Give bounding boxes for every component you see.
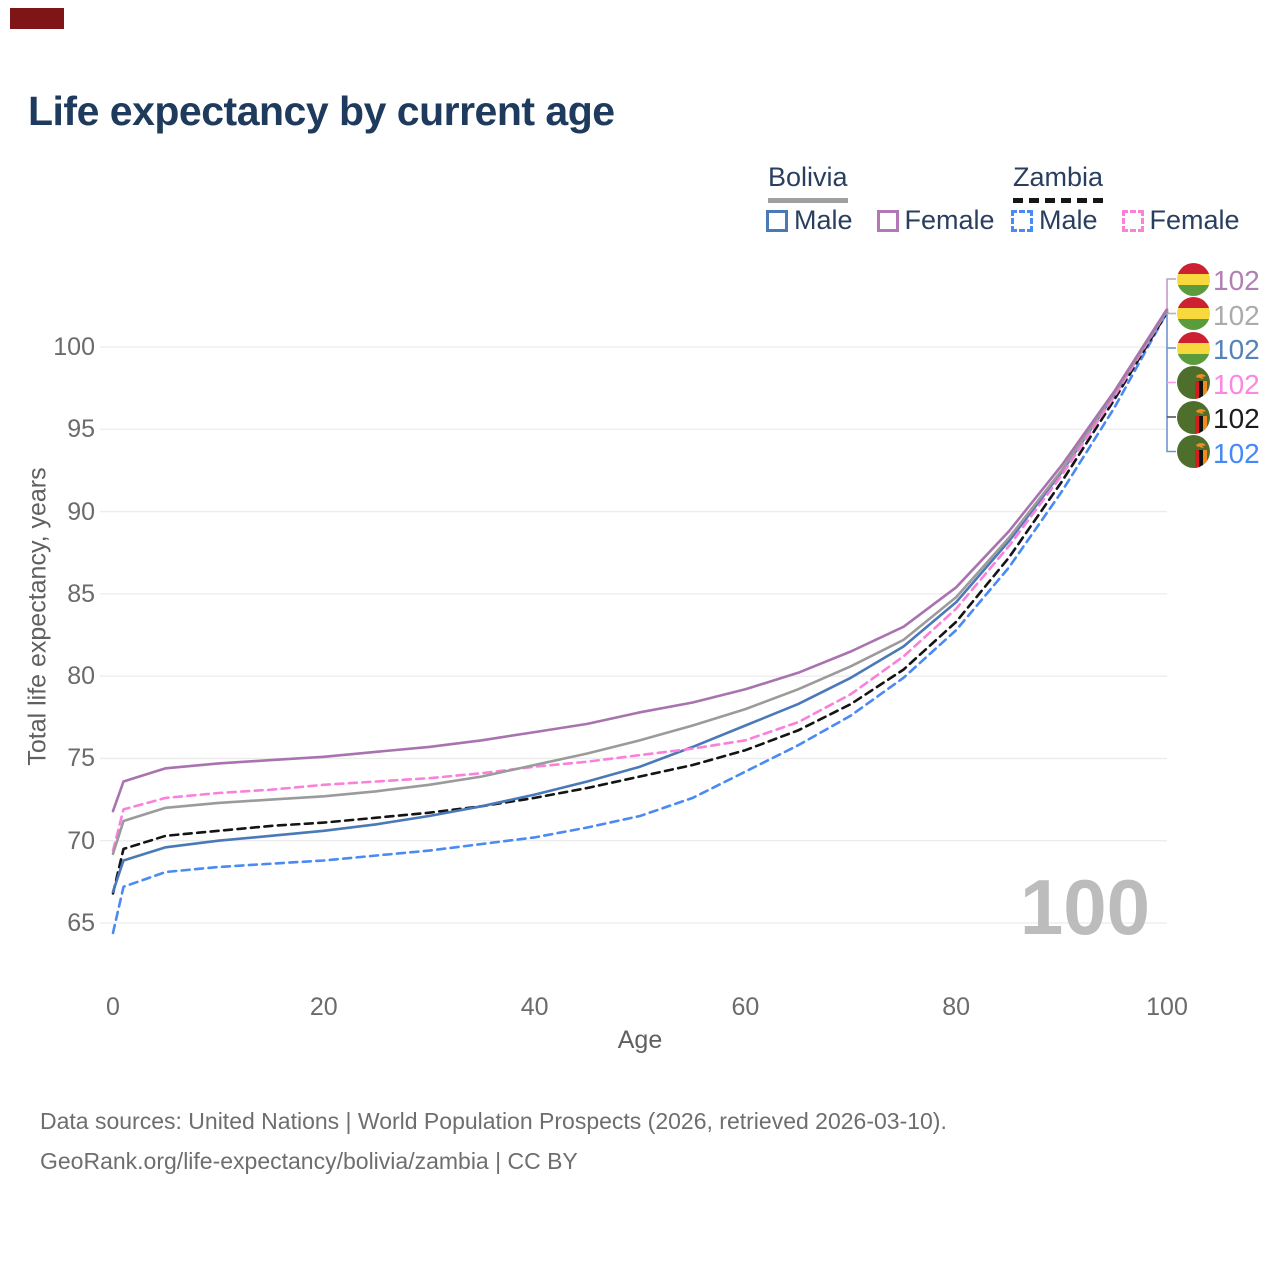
x-tick-40: 40 (520, 993, 549, 1021)
x-tick-20: 20 (309, 993, 338, 1021)
bolivia-flag-icon (1177, 297, 1210, 330)
y-tick-65: 65 (67, 908, 95, 937)
footer-data-sources: Data sources: United Nations | World Pop… (40, 1108, 947, 1134)
endpoint-value-bolivia-female: 102 (1213, 265, 1260, 296)
zambia-flag-icon (1177, 366, 1210, 399)
endpoint-value-zambia-male: 102 (1213, 437, 1260, 469)
x-tick-60: 60 (731, 993, 760, 1021)
legend-bolivia-male[interactable]: Male (766, 205, 853, 236)
endpoint-value-zambia: 102 (1213, 403, 1260, 434)
legend-bolivia-female[interactable]: Female (876, 205, 995, 236)
bolivia-male-swatch-icon (766, 209, 788, 232)
legend-zambia-male-label: Male (1039, 205, 1098, 235)
series-line-bolivia (111, 309, 1169, 856)
legend-zambia-items: Male Female (1011, 205, 1258, 236)
connector-bolivia-female (1166, 278, 1176, 309)
bolivia-flag-icon (1177, 262, 1210, 296)
legend-bolivia-title[interactable]: Bolivia (768, 162, 848, 203)
legend-bolivia-male-label: Male (794, 205, 853, 235)
y-tick-100: 100 (53, 333, 95, 361)
y-tick-85: 85 (67, 579, 95, 608)
legend-bolivia-items: Male Female (766, 205, 1013, 236)
legend-zambia-title[interactable]: Zambia (1013, 162, 1104, 203)
age-frame-watermark: 100 (1019, 863, 1150, 951)
zambia-flag-icon (1177, 435, 1210, 468)
zambia-male-swatch-icon (1011, 209, 1033, 232)
legend-zambia-female[interactable]: Female (1121, 205, 1240, 236)
series-line-bolivia-female (111, 307, 1169, 813)
x-tick-100: 100 (1146, 993, 1188, 1021)
brand-mark (10, 8, 64, 29)
page-title: Life expectancy by current age (28, 88, 615, 134)
endpoint-value-bolivia-male: 102 (1213, 334, 1260, 365)
bolivia-female-swatch-icon (876, 209, 899, 232)
series-line-bolivia-male (111, 309, 1169, 894)
y-tick-75: 75 (67, 744, 95, 773)
connector-zambia-male (1166, 314, 1176, 453)
legend-bolivia-female-label: Female (904, 205, 995, 235)
endpoint-value-bolivia: 102 (1213, 299, 1260, 331)
bolivia-flag-icon (1177, 331, 1210, 365)
zambia-female-swatch-icon (1121, 209, 1144, 232)
legend-zambia-female-label: Female (1149, 205, 1240, 235)
series-line-zambia (111, 311, 1169, 895)
legend-group-bolivia[interactable]: Bolivia (768, 162, 848, 203)
legend-group-zambia[interactable]: Zambia (1013, 162, 1104, 203)
series-line-zambia-female (111, 309, 1169, 852)
y-tick-90: 90 (67, 497, 95, 526)
x-tick-80: 80 (942, 993, 971, 1021)
legend-zambia-male[interactable]: Male (1011, 205, 1098, 236)
x-axis-title: Age (617, 1026, 663, 1054)
y-tick-70: 70 (67, 826, 95, 855)
endpoint-value-zambia-female: 102 (1213, 368, 1260, 400)
footer-attribution: GeoRank.org/life-expectancy/bolivia/zamb… (40, 1148, 578, 1174)
x-tick-0: 0 (106, 993, 120, 1021)
series-line-zambia-male (111, 311, 1169, 935)
y-tick-95: 95 (67, 415, 95, 444)
zambia-flag-icon (1177, 400, 1210, 434)
y-tick-80: 80 (67, 662, 95, 691)
